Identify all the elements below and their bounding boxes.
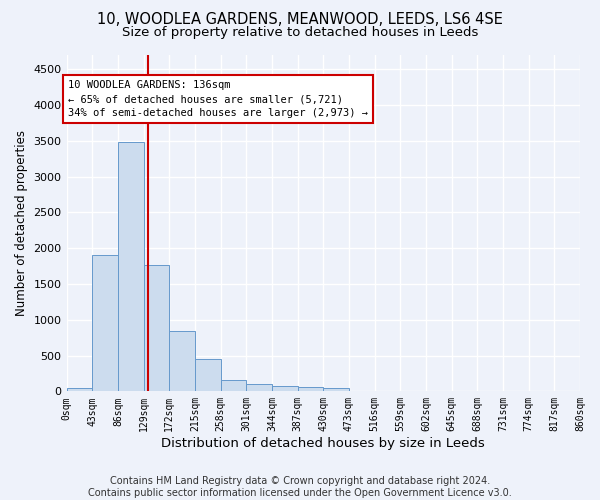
- Bar: [298, 388, 323, 392]
- Bar: [143, 264, 169, 392]
- Bar: [195, 359, 221, 392]
- Bar: [92, 256, 118, 392]
- Bar: [221, 380, 246, 392]
- Bar: [118, 142, 143, 392]
- Text: Contains HM Land Registry data © Crown copyright and database right 2024.
Contai: Contains HM Land Registry data © Crown c…: [88, 476, 512, 498]
- Bar: [169, 331, 195, 392]
- Bar: [246, 384, 272, 392]
- Text: 10, WOODLEA GARDENS, MEANWOOD, LEEDS, LS6 4SE: 10, WOODLEA GARDENS, MEANWOOD, LEEDS, LS…: [97, 12, 503, 28]
- Text: 10 WOODLEA GARDENS: 136sqm
← 65% of detached houses are smaller (5,721)
34% of s: 10 WOODLEA GARDENS: 136sqm ← 65% of deta…: [68, 80, 368, 118]
- Y-axis label: Number of detached properties: Number of detached properties: [15, 130, 28, 316]
- Text: Size of property relative to detached houses in Leeds: Size of property relative to detached ho…: [122, 26, 478, 39]
- X-axis label: Distribution of detached houses by size in Leeds: Distribution of detached houses by size …: [161, 437, 485, 450]
- Bar: [67, 388, 92, 392]
- Bar: [323, 388, 349, 392]
- Bar: [272, 386, 298, 392]
